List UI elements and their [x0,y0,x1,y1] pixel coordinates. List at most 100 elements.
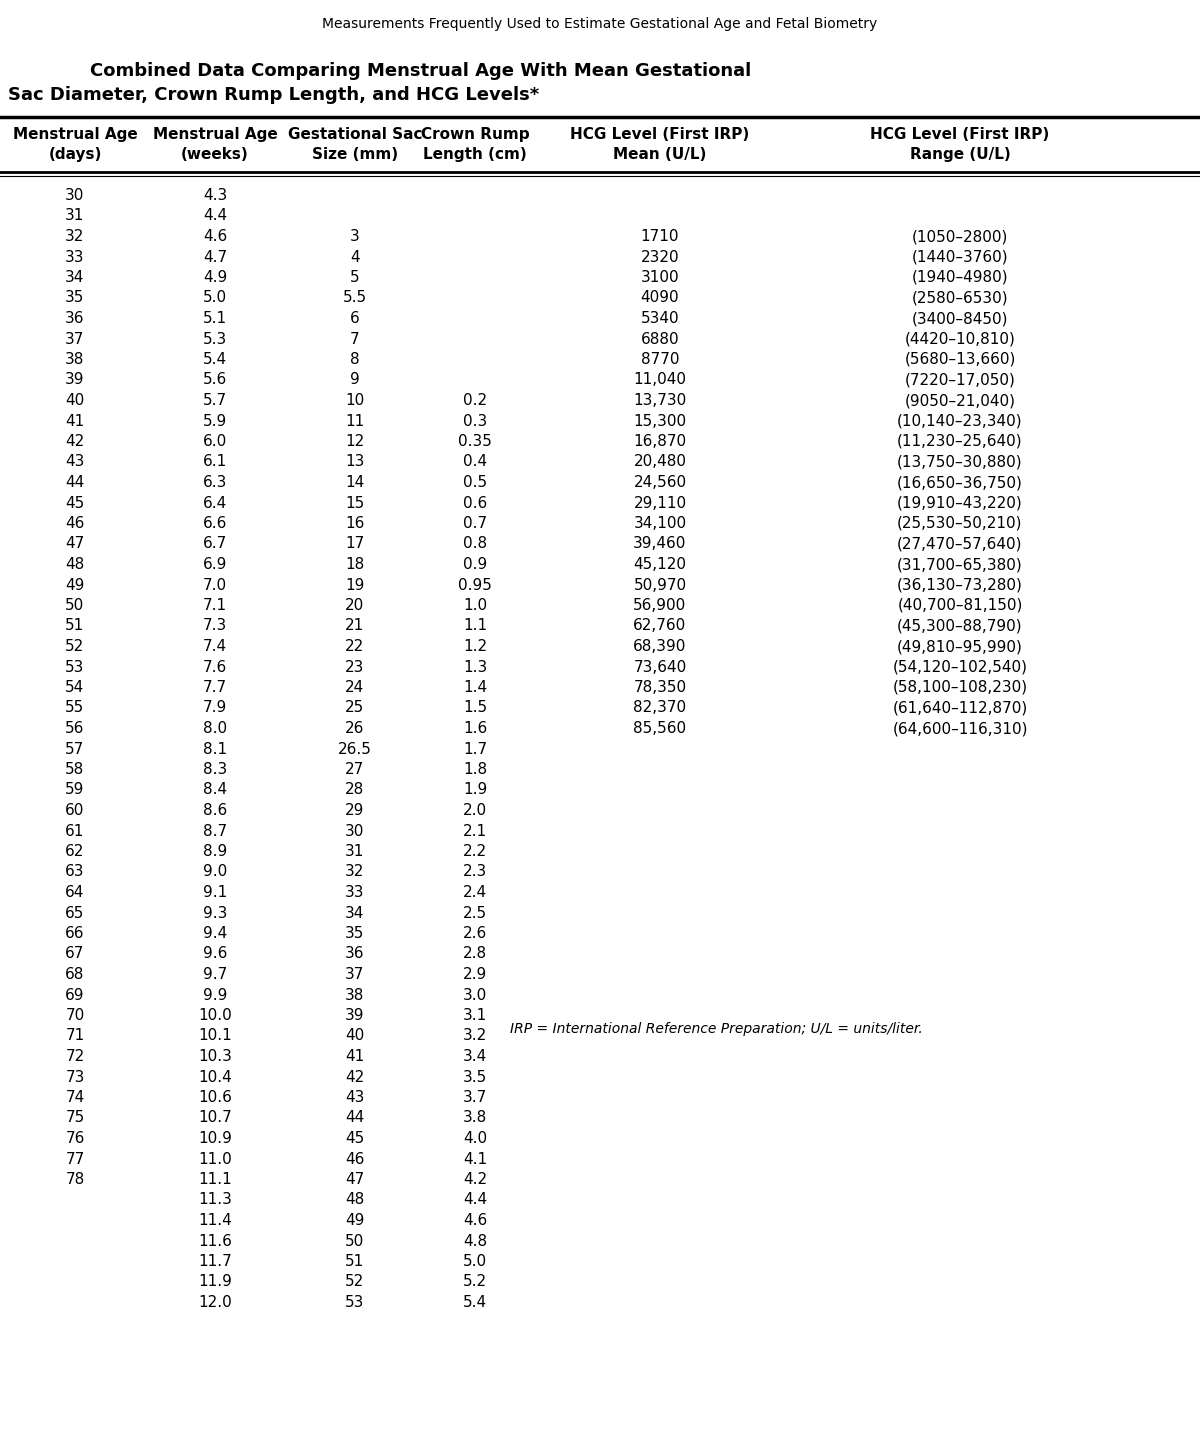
Text: 10.6: 10.6 [198,1090,232,1106]
Text: 5: 5 [350,271,360,285]
Text: (11,230–25,640): (11,230–25,640) [898,434,1022,450]
Text: 9.1: 9.1 [203,885,227,899]
Text: 25: 25 [346,700,365,716]
Text: 1.8: 1.8 [463,762,487,778]
Text: 36: 36 [65,311,85,326]
Text: 69: 69 [65,988,85,1002]
Text: 56: 56 [65,720,85,736]
Text: (19,910–43,220): (19,910–43,220) [898,495,1022,510]
Text: 34: 34 [65,271,85,285]
Text: 0.2: 0.2 [463,392,487,408]
Text: 3.4: 3.4 [463,1050,487,1064]
Text: 59: 59 [65,782,85,798]
Text: 13,730: 13,730 [634,392,686,408]
Text: (weeks): (weeks) [181,147,248,162]
Text: 1.9: 1.9 [463,782,487,798]
Text: 26: 26 [346,720,365,736]
Text: 82,370: 82,370 [634,700,686,716]
Text: 51: 51 [65,619,85,633]
Text: 2.9: 2.9 [463,967,487,982]
Text: 4.4: 4.4 [463,1193,487,1207]
Text: 46: 46 [65,516,85,531]
Text: 6.9: 6.9 [203,557,227,571]
Text: 13: 13 [346,454,365,470]
Text: 65: 65 [65,905,85,921]
Text: 58: 58 [65,762,85,778]
Text: 2.5: 2.5 [463,905,487,921]
Text: 7.6: 7.6 [203,660,227,674]
Text: 3: 3 [350,229,360,243]
Text: (58,100–108,230): (58,100–108,230) [893,680,1027,695]
Text: 9: 9 [350,372,360,388]
Text: 2.8: 2.8 [463,947,487,961]
Text: 34,100: 34,100 [634,516,686,531]
Text: 9.0: 9.0 [203,865,227,879]
Text: 3.5: 3.5 [463,1070,487,1084]
Text: 1.5: 1.5 [463,700,487,716]
Text: 1.3: 1.3 [463,660,487,674]
Text: 11.7: 11.7 [198,1254,232,1269]
Text: 11.6: 11.6 [198,1233,232,1249]
Text: 24,560: 24,560 [634,475,686,490]
Text: 9.3: 9.3 [203,905,227,921]
Text: 8770: 8770 [641,352,679,367]
Text: (13,750–30,880): (13,750–30,880) [898,454,1022,470]
Text: 7.9: 7.9 [203,700,227,716]
Text: (49,810–95,990): (49,810–95,990) [898,639,1022,654]
Text: 1.7: 1.7 [463,742,487,756]
Text: 36: 36 [346,947,365,961]
Text: 3.0: 3.0 [463,988,487,1002]
Text: 30: 30 [346,823,365,839]
Text: (40,700–81,150): (40,700–81,150) [898,599,1022,613]
Text: 40: 40 [65,392,85,408]
Text: (54,120–102,540): (54,120–102,540) [893,660,1027,674]
Text: 14: 14 [346,475,365,490]
Text: (9050–21,040): (9050–21,040) [905,392,1015,408]
Text: 1.2: 1.2 [463,639,487,654]
Text: Crown Rump: Crown Rump [421,127,529,142]
Text: 62: 62 [65,843,85,859]
Text: 41: 41 [65,414,85,428]
Text: HCG Level (First IRP): HCG Level (First IRP) [870,127,1050,142]
Text: 2.1: 2.1 [463,823,487,839]
Text: (1050–2800): (1050–2800) [912,229,1008,243]
Text: 44: 44 [65,475,85,490]
Text: 4.0: 4.0 [463,1131,487,1146]
Text: 2.2: 2.2 [463,843,487,859]
Text: 5.0: 5.0 [463,1254,487,1269]
Text: 0.95: 0.95 [458,577,492,593]
Text: Gestational Sac: Gestational Sac [288,127,422,142]
Text: 15: 15 [346,495,365,510]
Text: (45,300–88,790): (45,300–88,790) [898,619,1022,633]
Text: 12: 12 [346,434,365,450]
Text: 67: 67 [65,947,85,961]
Text: 63: 63 [65,865,85,879]
Text: 6.4: 6.4 [203,495,227,510]
Text: 4.6: 4.6 [203,229,227,243]
Text: 6.6: 6.6 [203,516,227,531]
Text: 61: 61 [65,823,85,839]
Text: 2.0: 2.0 [463,803,487,818]
Text: 11.0: 11.0 [198,1151,232,1167]
Text: 5.4: 5.4 [463,1295,487,1310]
Text: 4090: 4090 [641,291,679,305]
Text: 43: 43 [65,454,85,470]
Text: 20: 20 [346,599,365,613]
Text: 23: 23 [346,660,365,674]
Text: 5340: 5340 [641,311,679,326]
Text: 4: 4 [350,249,360,265]
Text: 1710: 1710 [641,229,679,243]
Text: 44: 44 [346,1110,365,1126]
Text: 68,390: 68,390 [634,639,686,654]
Text: 38: 38 [65,352,85,367]
Text: 43: 43 [346,1090,365,1106]
Text: 77: 77 [65,1151,85,1167]
Text: 9.6: 9.6 [203,947,227,961]
Text: (days): (days) [48,147,102,162]
Text: 28: 28 [346,782,365,798]
Text: 22: 22 [346,639,365,654]
Text: 3100: 3100 [641,271,679,285]
Text: 53: 53 [65,660,85,674]
Text: 20,480: 20,480 [634,454,686,470]
Text: 51: 51 [346,1254,365,1269]
